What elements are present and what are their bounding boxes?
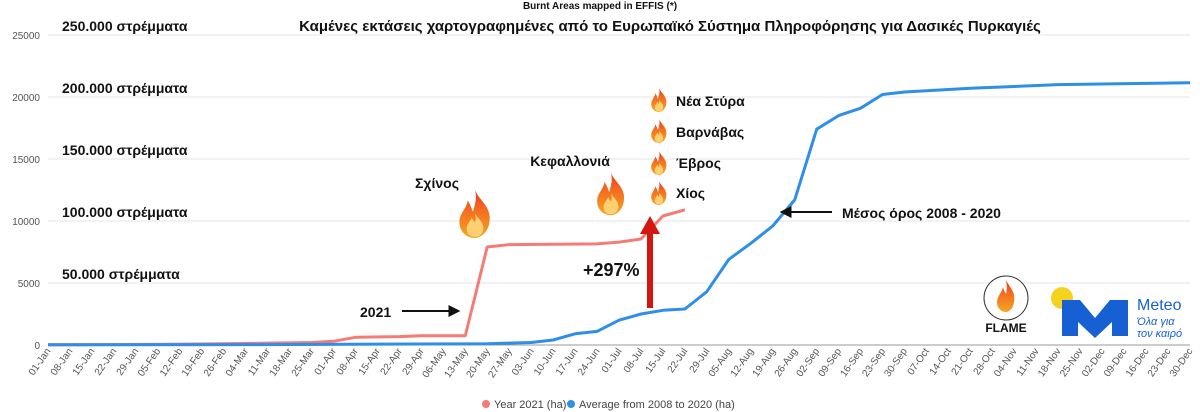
x-tick-label: 04-Nov xyxy=(992,346,1020,379)
chart-top-title: Burnt Areas mapped in EFFIS (*) xyxy=(523,1,677,12)
stremmata-label: 50.000 στρέμματα xyxy=(62,266,180,282)
x-tick-label: 24-Jun xyxy=(576,346,603,377)
x-tick-label: 15-Jul xyxy=(644,346,669,375)
stremmata-label: 250.000 στρέμματα xyxy=(62,18,188,34)
grid-lines xyxy=(48,34,1190,346)
legend-label-2021: Year 2021 (ha) xyxy=(494,399,566,411)
increase-label: +297% xyxy=(583,260,640,280)
fire-icon xyxy=(651,151,667,175)
legend: Year 2021 (ha) Average from 2008 to 2020… xyxy=(482,399,735,411)
x-tick-label: 21-Oct xyxy=(950,346,976,377)
fire-label-kefalonia: Κεφαλλονιά xyxy=(530,153,610,169)
y-axis-ticks: 0 5000 10000 15000 20000 25000 xyxy=(12,31,40,352)
series-line-average xyxy=(47,81,1191,347)
fire-icon xyxy=(651,88,667,112)
flame-logo-text: FLAME xyxy=(985,321,1026,335)
fire-label-varnavas: Βαρνάβας xyxy=(676,124,744,140)
series-lines xyxy=(47,81,1191,347)
y-tick-label: 25000 xyxy=(12,31,40,42)
x-tick-label: 22-Jul xyxy=(666,346,691,375)
y-tick-label: 10000 xyxy=(12,217,40,228)
stremmata-label: 200.000 στρέμματα xyxy=(62,80,188,96)
meteo-tagline-2: τον καιρό xyxy=(1137,328,1182,340)
fire-icon xyxy=(651,119,667,143)
meteo-tagline-1: Όλα για xyxy=(1136,316,1175,328)
stremmata-label: 150.000 στρέμματα xyxy=(62,142,188,158)
fire-label-chios: Χίος xyxy=(676,185,705,201)
average-label: Μέσος όρος 2008 - 2020 xyxy=(842,205,1001,221)
fire-label-schinos: Σχίνος xyxy=(415,175,459,191)
flame-logo: FLAME xyxy=(983,275,1029,335)
meteo-logo-name: Meteo xyxy=(1137,297,1182,314)
meteo-logo: Meteo Όλα για τον καιρό xyxy=(1051,287,1182,340)
y-tick-label: 15000 xyxy=(12,155,40,166)
x-tick-label: 30-Dec xyxy=(1168,346,1196,379)
x-axis-ticks: 01-Jan08-Jan15-Jan22-Jan29-Jan05-Feb12-F… xyxy=(27,346,1196,380)
fire-icon xyxy=(651,181,667,205)
y-tick-label: 5000 xyxy=(18,279,41,290)
year-2021-label: 2021 xyxy=(360,304,391,320)
chart-title: Καμένες εκτάσεις χαρτογραφημένες από το … xyxy=(299,18,1041,35)
y-tick-label: 20000 xyxy=(12,93,40,104)
fire-label-evros: Έβρος xyxy=(676,155,721,171)
fire-icon xyxy=(459,190,490,238)
meteo-logo-icon xyxy=(1062,300,1128,338)
fire-label-nea-styra: Νέα Στύρα xyxy=(676,93,745,109)
fire-icon xyxy=(597,172,625,216)
stremmata-label: 100.000 στρέμματα xyxy=(62,204,188,220)
x-tick-label: 01-Jul xyxy=(600,346,625,375)
legend-label-average: Average from 2008 to 2020 (ha) xyxy=(579,399,735,411)
legend-marker-2021 xyxy=(482,400,490,408)
arrow-up-icon xyxy=(640,216,660,308)
x-tick-label: 08-Jul xyxy=(622,346,647,375)
y-tick-label: 0 xyxy=(34,341,40,352)
annotations: Σχίνος Κεφαλλονιά Νέα Στύρα Βαρνάβας Έβρ… xyxy=(360,88,1001,320)
x-tick-label: 25-Mar xyxy=(290,346,318,379)
x-tick-label: 14-Oct xyxy=(928,346,954,377)
stremmata-labels: 250.000 στρέμματα 200.000 στρέμματα 150.00… xyxy=(62,18,188,282)
legend-marker-average xyxy=(567,400,575,408)
x-tick-label: 04-Mar xyxy=(224,346,252,379)
x-tick-label: 07-Oct xyxy=(906,346,932,377)
x-tick-label: 30-Sep xyxy=(882,346,910,379)
